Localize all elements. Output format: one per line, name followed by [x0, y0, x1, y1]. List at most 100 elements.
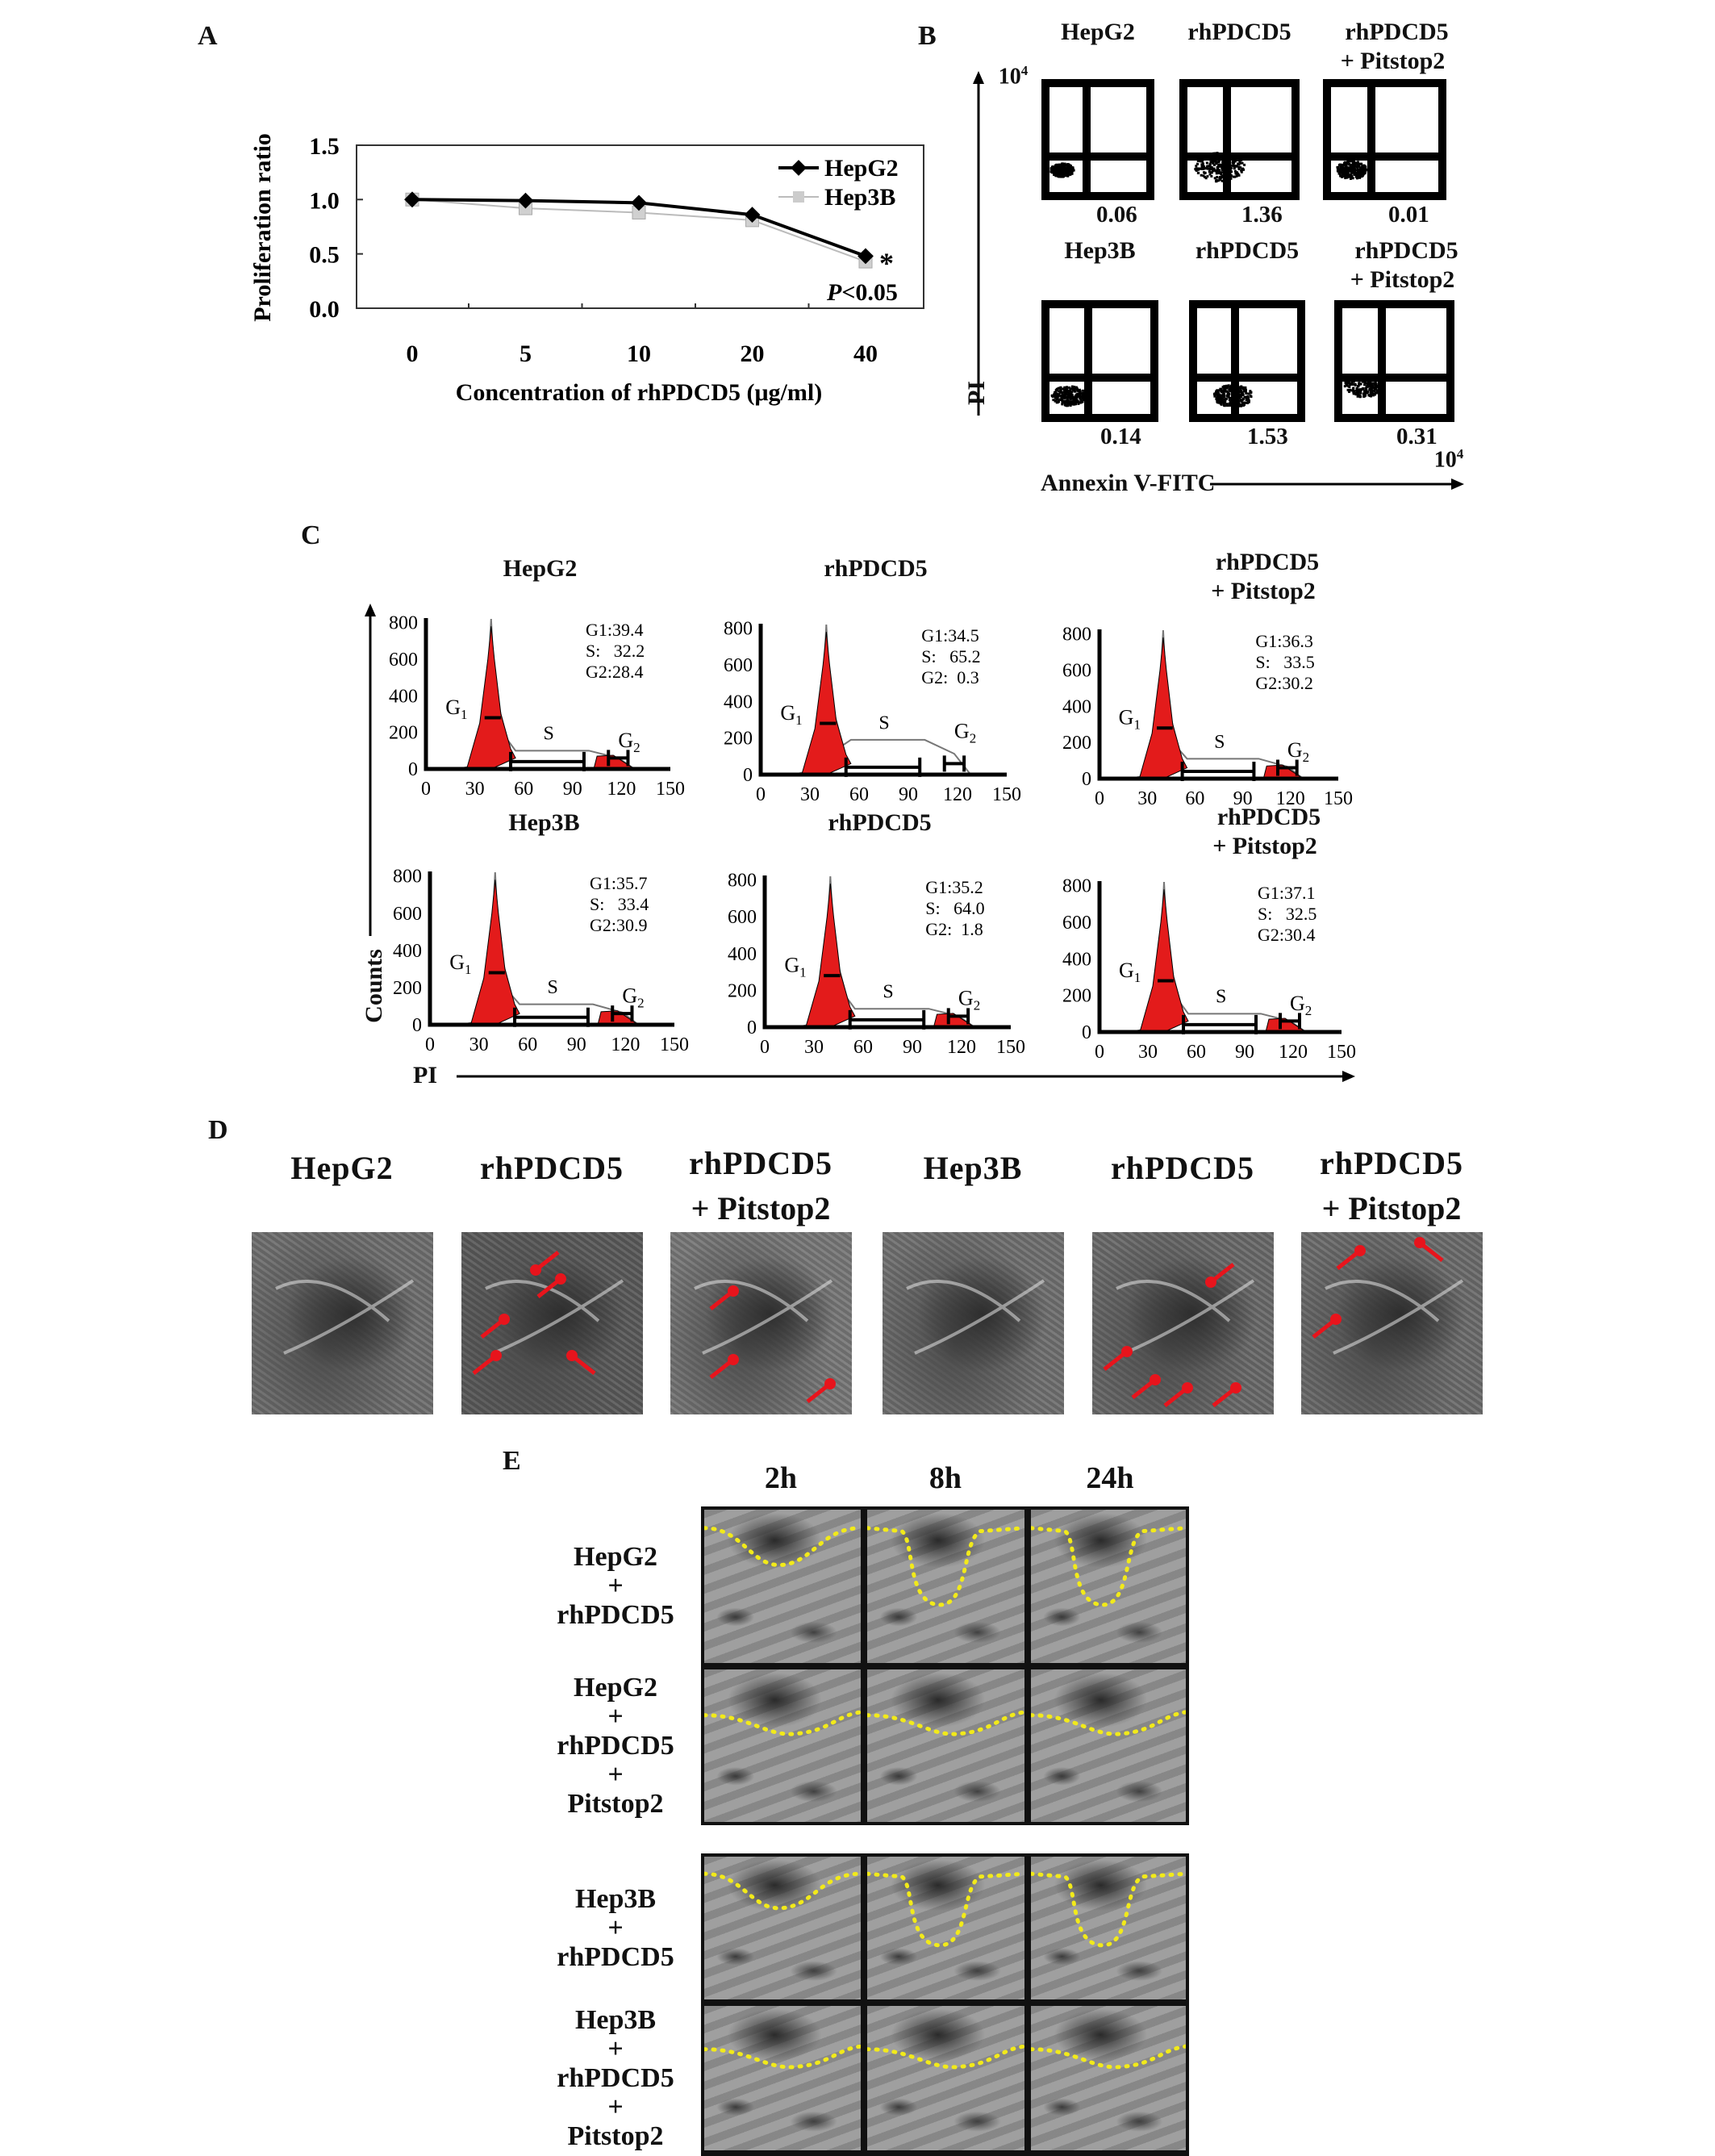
- x-tick-label: 30: [465, 779, 485, 800]
- arrow-head-icon: [1150, 1374, 1161, 1385]
- phase-percentage-g2: G2:30.2: [1255, 673, 1313, 693]
- y-tick-label: 600: [728, 907, 757, 928]
- timelapse-cell-image: [1031, 2006, 1186, 2150]
- membrane-outline: [704, 1710, 861, 1736]
- x-tick-label: 5: [520, 341, 532, 367]
- g1-label: G1: [445, 696, 467, 722]
- phase-percentage-s: S: 33.4: [590, 894, 649, 914]
- y-tick-label: 800: [1062, 876, 1091, 897]
- y-tick-label: 800: [728, 871, 757, 892]
- x-tick-label: 60: [849, 784, 869, 805]
- histogram-title: Hep3B: [508, 809, 580, 836]
- timelapse-cell-image: [704, 1510, 861, 1663]
- phase-percentage-g2: G2:30.4: [1258, 925, 1316, 945]
- g1-label: G1: [449, 951, 471, 977]
- arrow-head-icon: [566, 1350, 578, 1361]
- y-tick-label: 200: [1062, 733, 1091, 754]
- cell-micrograph: [1301, 1232, 1483, 1414]
- phase-letter: G: [618, 729, 633, 752]
- arrow-right-icon: [1451, 478, 1464, 490]
- timelapse-cell-image: [1031, 1510, 1186, 1663]
- row-label-line: rhPDCD5: [557, 1730, 674, 1761]
- s-phase-marker: [848, 1009, 926, 1030]
- micrograph-overlay: [694, 1279, 836, 1403]
- row-label: HepG2 + rhPDCD5: [557, 1543, 674, 1630]
- quadrant-divider: [1367, 87, 1376, 192]
- x-tick-label: 60: [853, 1037, 873, 1058]
- g1-peak-fill: [1139, 889, 1189, 1033]
- row-label-line: rhPDCD5: [557, 1600, 674, 1630]
- phase-percentage-g1: G1:39.4: [586, 620, 644, 640]
- scatter-subtitle: + Pitstop2: [1350, 266, 1455, 293]
- membrane-outline: [704, 1526, 861, 1567]
- phase-percentage-s: S: 64.0: [925, 898, 984, 918]
- phase-subscript: 2: [974, 998, 981, 1013]
- g2-label: G2: [1290, 992, 1312, 1018]
- p-value-annotation: P<0.05: [826, 279, 898, 306]
- s-phase-marker: [844, 757, 922, 777]
- row-label: HepG2 + rhPDCD5 + Pitstop2: [557, 1673, 674, 1819]
- row-label-line: HepG2: [574, 1672, 657, 1703]
- phase-letter: G: [622, 984, 637, 1007]
- phase-percentage-s: S: 65.2: [921, 646, 980, 666]
- phase-letter: G: [445, 696, 461, 719]
- row-label: Hep3B + rhPDCD5: [557, 1884, 674, 1972]
- micrograph-title: rhPDCD5: [1319, 1145, 1464, 1181]
- x-tick-label: 150: [992, 784, 1021, 805]
- x-tick-label: 0: [1095, 788, 1104, 809]
- micrograph-overlay: [1312, 1237, 1464, 1355]
- x-tick-label: 150: [660, 1034, 689, 1055]
- g2-marker: [611, 1005, 634, 1022]
- histogram-axes: [762, 875, 1011, 1030]
- scatter-dots: [1049, 162, 1075, 178]
- y-tick-label: 1.5: [309, 133, 340, 160]
- scatter-dots: [1212, 384, 1253, 408]
- x-tick-label: 60: [518, 1034, 537, 1055]
- quadrant-divider: [1049, 374, 1150, 382]
- timelapse-cell-image: [867, 2006, 1024, 2150]
- g2-marker: [942, 755, 966, 772]
- row-label: Hep3B + rhPDCD5 + Pitstop2: [557, 2004, 674, 2151]
- phase-subscript: 2: [1305, 1003, 1312, 1018]
- timelapse-cell-image: [1031, 1669, 1186, 1822]
- y-tick-label: 800: [389, 613, 418, 634]
- timepoint-header: 8h: [928, 1461, 962, 1495]
- row-label-line: Pitstop2: [567, 2120, 664, 2151]
- flow-quadrant-plot: [1334, 300, 1454, 422]
- row-label-line: rhPDCD5: [557, 2062, 674, 2093]
- arrow-head-icon: [530, 1264, 541, 1276]
- micrograph-title: rhPDCD5: [1110, 1150, 1255, 1186]
- timelapse-cell-image: [867, 1669, 1024, 1822]
- scatter-dots: [1194, 152, 1246, 183]
- histogram-axes: [1097, 881, 1342, 1034]
- x-tick-label: 30: [1138, 1042, 1158, 1063]
- x-tick-label: 120: [943, 784, 972, 805]
- y-tick-label: 0: [747, 1017, 757, 1038]
- phase-subscript: 1: [465, 962, 472, 977]
- arrow-head-icon: [1182, 1382, 1193, 1393]
- quadrant-divider: [1197, 374, 1297, 382]
- plot-area: [356, 144, 924, 309]
- panel-c-axes: [365, 604, 1355, 1082]
- g1-label: G1: [1119, 959, 1141, 985]
- x-tick-label: 90: [903, 1037, 922, 1058]
- histogram-title: rhPDCD5: [1215, 549, 1320, 575]
- y-tick-label: 200: [1062, 986, 1091, 1007]
- panel-label-b: B: [918, 21, 937, 51]
- row-label-line: Hep3B: [574, 2004, 657, 2035]
- g2-marker: [946, 1008, 970, 1025]
- phase-subscript: 1: [1134, 970, 1141, 985]
- quadrant-divider: [1331, 152, 1438, 161]
- x-tick-label: 60: [1185, 788, 1204, 809]
- arrow-right-icon: [1342, 1071, 1355, 1082]
- phase-letter: G: [1119, 959, 1134, 982]
- membrane-outline: [704, 1871, 861, 1911]
- s-label: S: [883, 982, 893, 1003]
- y-tick-label: 0: [1082, 1022, 1091, 1043]
- y-tick-label: 0: [412, 1015, 422, 1036]
- y-tick-label: 200: [724, 729, 753, 750]
- timelapse-cell-image: [867, 1510, 1024, 1663]
- scatter-dots: [1343, 374, 1385, 399]
- y-tick-label: 600: [393, 904, 422, 925]
- row-label-line: Pitstop2: [567, 1788, 664, 1819]
